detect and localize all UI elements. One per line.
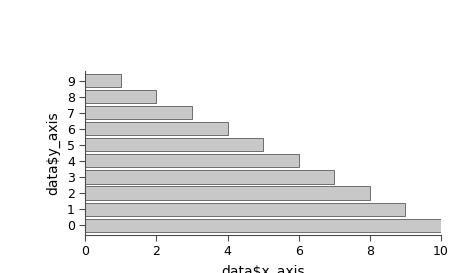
- Bar: [85, 186, 370, 200]
- Bar: [85, 138, 263, 152]
- Bar: [85, 154, 299, 168]
- Bar: [85, 74, 121, 87]
- Bar: [85, 219, 441, 232]
- Bar: [85, 106, 192, 119]
- Bar: [85, 122, 228, 135]
- Bar: [85, 90, 156, 103]
- Bar: [85, 203, 405, 216]
- Y-axis label: data$y_axis: data$y_axis: [46, 111, 60, 195]
- Bar: [85, 170, 334, 183]
- X-axis label: data$x_axis: data$x_axis: [221, 265, 305, 273]
